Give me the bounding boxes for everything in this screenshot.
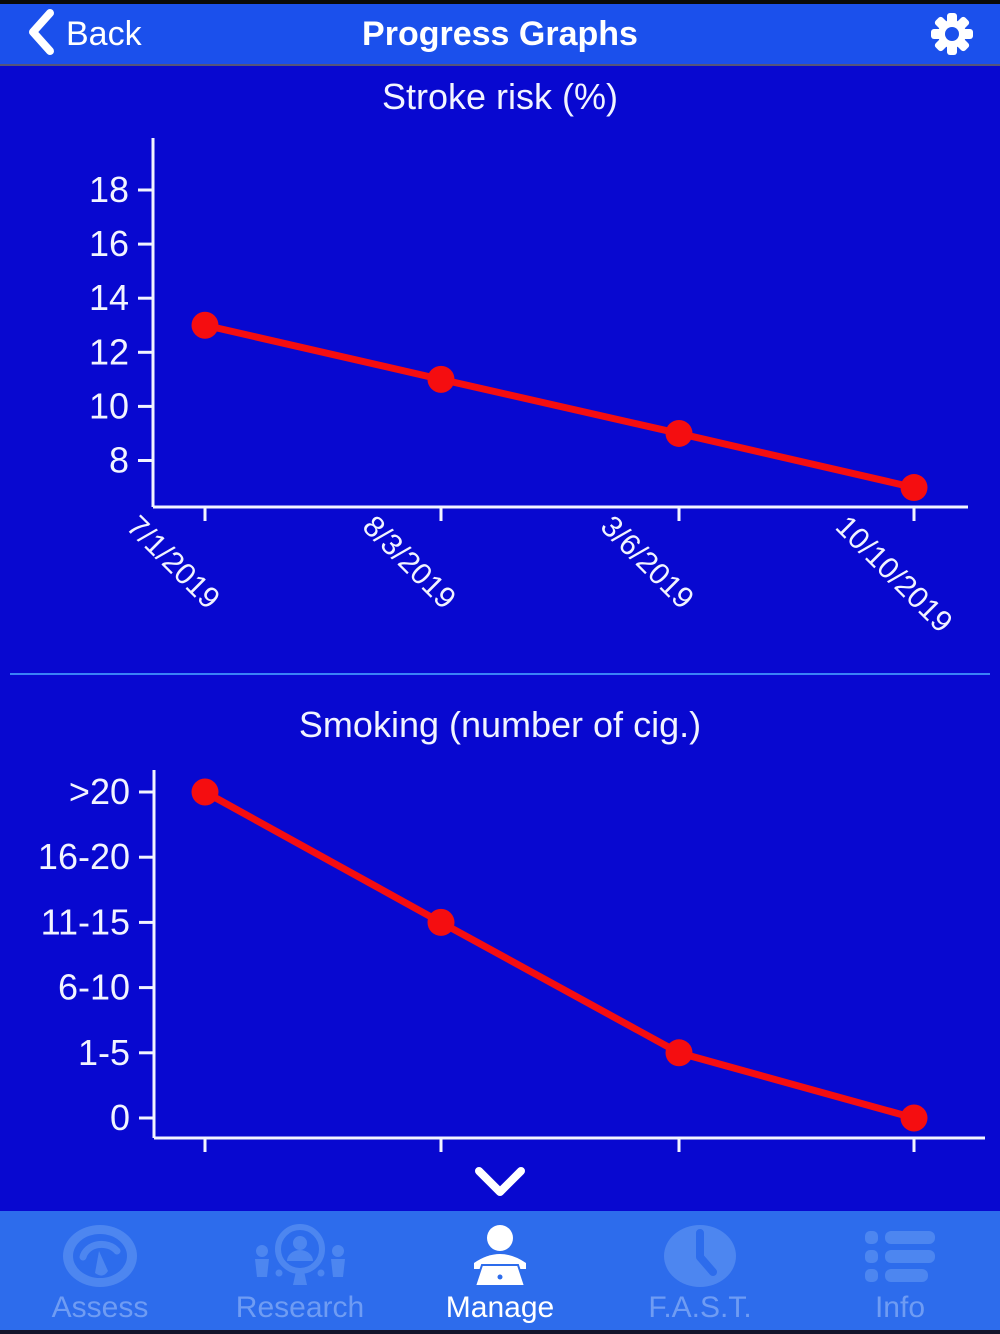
clock-icon bbox=[657, 1223, 743, 1289]
section-divider bbox=[10, 673, 990, 675]
x-tick-label: 10/10/2019 bbox=[829, 510, 959, 640]
back-label: Back bbox=[66, 14, 142, 53]
chevron-left-icon bbox=[26, 6, 56, 63]
bottom-tab-bar: Assess bbox=[0, 1211, 1000, 1334]
y-tick-label: 16-20 bbox=[38, 836, 130, 877]
tab-label-info: Info bbox=[874, 1291, 926, 1324]
data-point bbox=[665, 419, 693, 447]
y-tick-label: 10 bbox=[89, 385, 129, 426]
tab-info[interactable]: Info bbox=[800, 1211, 1000, 1334]
y-tick-label: 14 bbox=[89, 277, 129, 318]
top-edge-strip bbox=[0, 0, 1000, 4]
gear-icon bbox=[928, 13, 976, 62]
scroll-down-button[interactable] bbox=[468, 1162, 532, 1204]
chevron-down-icon bbox=[468, 1167, 532, 1208]
y-tick-label: 16 bbox=[89, 223, 129, 264]
tab-assess[interactable]: Assess bbox=[0, 1211, 200, 1334]
back-button[interactable]: Back bbox=[26, 6, 142, 63]
y-tick-label: >20 bbox=[69, 771, 130, 812]
tab-label-fast: F.A.S.T. bbox=[648, 1291, 752, 1324]
page-title: Progress Graphs bbox=[362, 14, 638, 53]
tab-manage[interactable]: Manage bbox=[400, 1211, 600, 1334]
x-tick-label: 7/1/2019 bbox=[120, 510, 226, 616]
people-search-icon bbox=[238, 1223, 362, 1289]
header-bar: Back Progress Graphs bbox=[0, 4, 1000, 66]
x-tick-label: 3/6/2019 bbox=[594, 510, 700, 616]
y-tick-label: 0 bbox=[110, 1097, 130, 1138]
data-point bbox=[900, 474, 928, 502]
y-tick-label: 18 bbox=[89, 169, 129, 210]
series-line bbox=[201, 321, 918, 492]
series-line bbox=[201, 788, 918, 1122]
y-tick-label: 11-15 bbox=[41, 901, 130, 942]
data-point bbox=[191, 311, 219, 339]
y-tick-label: 12 bbox=[89, 331, 129, 372]
tab-label-manage: Manage bbox=[445, 1291, 555, 1324]
tab-research[interactable]: Research bbox=[200, 1211, 400, 1334]
list-icon bbox=[857, 1223, 943, 1289]
data-point bbox=[900, 1104, 928, 1132]
tab-label-research: Research bbox=[235, 1291, 365, 1324]
y-tick-label: 8 bbox=[109, 440, 129, 481]
bottom-edge-strip bbox=[0, 1330, 1000, 1334]
settings-button[interactable] bbox=[928, 10, 976, 58]
person-laptop-icon bbox=[457, 1223, 543, 1289]
data-point bbox=[427, 365, 455, 393]
tab-label-assess: Assess bbox=[51, 1291, 149, 1324]
data-point bbox=[191, 778, 219, 806]
gauge-icon bbox=[57, 1223, 143, 1289]
chart-title-stroke-risk: Stroke risk (%) bbox=[381, 76, 619, 117]
x-tick-label: 8/3/2019 bbox=[356, 510, 462, 616]
chart-title-smoking: Smoking (number of cig.) bbox=[298, 704, 702, 745]
tab-fast[interactable]: F.A.S.T. bbox=[600, 1211, 800, 1334]
y-tick-label: 6-10 bbox=[58, 967, 130, 1008]
y-tick-label: 1-5 bbox=[78, 1032, 130, 1073]
data-point bbox=[427, 908, 455, 936]
data-point bbox=[665, 1039, 693, 1067]
